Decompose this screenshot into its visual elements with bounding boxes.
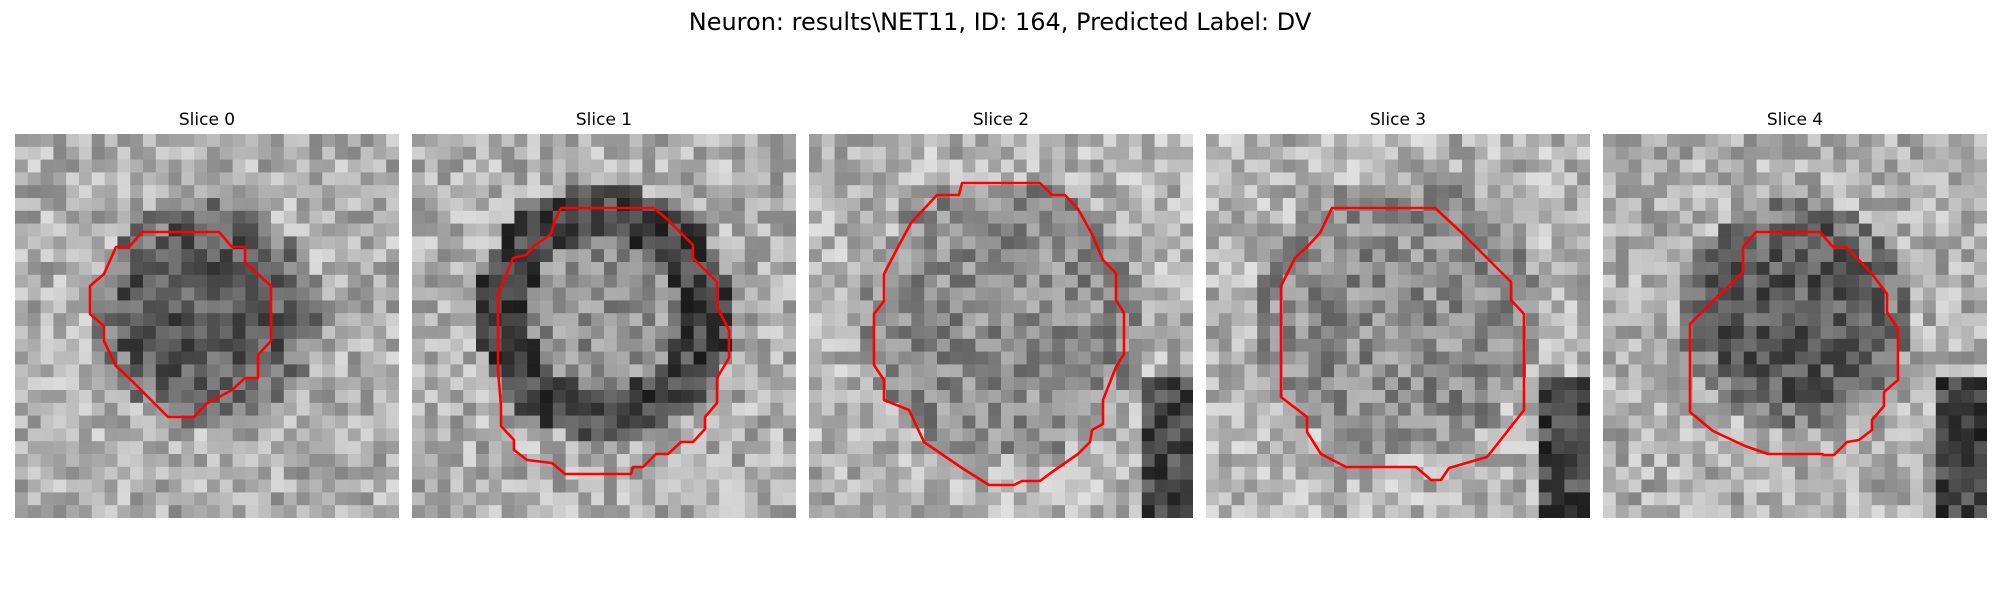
slice-panel-4: Slice 4 <box>1603 108 1987 518</box>
slice-image <box>1603 134 1987 518</box>
neuron-contour <box>872 181 1126 487</box>
slice-image <box>1206 134 1590 518</box>
slice-title: Slice 1 <box>575 110 633 130</box>
neuron-contour <box>496 206 731 476</box>
slice-image <box>809 134 1193 518</box>
neuron-contour <box>88 230 273 419</box>
neuron-contour <box>1688 230 1900 457</box>
slice-title: Slice 4 <box>1766 110 1824 130</box>
slice-panel-1: Slice 1 <box>412 108 796 518</box>
slice-title: Slice 2 <box>972 110 1030 130</box>
slice-panel-3: Slice 3 <box>1206 108 1590 518</box>
slice-title: Slice 0 <box>178 110 236 130</box>
figure-title: Neuron: results\NET11, ID: 164, Predicte… <box>688 8 1312 36</box>
slice-image <box>15 134 399 518</box>
slice-image <box>412 134 796 518</box>
slice-panel-2: Slice 2 <box>809 108 1193 518</box>
neuron-contour <box>1279 206 1526 482</box>
slice-panel-0: Slice 0 <box>15 108 399 518</box>
slice-title: Slice 3 <box>1369 110 1427 130</box>
